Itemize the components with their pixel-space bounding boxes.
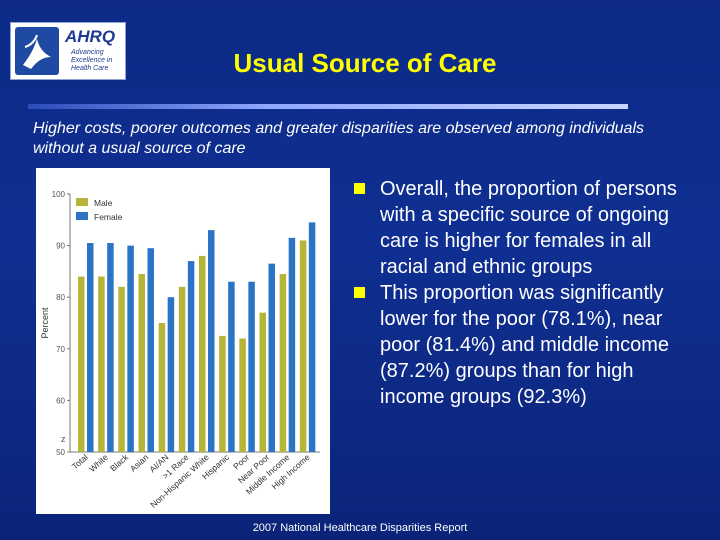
bar-male <box>138 273 145 452</box>
slide-title: Usual Source of Care <box>233 48 497 78</box>
logo-tagline: Advancing Excellence in Health Care <box>71 49 113 72</box>
legend-swatch <box>76 198 88 206</box>
bullet-text: Overall, the proportion of persons with … <box>380 178 677 278</box>
bar-female <box>167 297 175 452</box>
title-divider <box>28 104 628 109</box>
legend-label: Male <box>94 198 113 208</box>
legend-swatch <box>76 212 88 220</box>
bar-chart: 50 60 70 80 90 100 z Percent TotalWhiteBlackAsia… <box>40 190 320 510</box>
bar-female <box>107 243 114 452</box>
bar-female <box>208 230 215 452</box>
bullet-list: Overall, the proportion of persons with … <box>352 176 702 410</box>
bar-male <box>199 255 206 452</box>
bar-female <box>228 281 235 452</box>
ahrq-logo: AHRQ Advancing Excellence in Health Care <box>10 22 126 80</box>
slide-subtitle: Higher costs, poorer outcomes and greate… <box>33 120 644 157</box>
y-tick-label: 50 <box>56 448 65 457</box>
bar-male <box>98 276 105 452</box>
x-tick-label: White <box>87 452 110 474</box>
bar-female <box>187 261 195 452</box>
y-tick-label: 100 <box>52 190 66 199</box>
bar-female <box>87 243 94 452</box>
bar-female <box>268 263 275 452</box>
bar-male <box>219 335 226 452</box>
x-tick-label: Black <box>108 452 131 474</box>
axis-break-mark: z <box>61 434 66 444</box>
y-tick-label: 60 <box>56 396 65 405</box>
bar-female <box>308 222 316 452</box>
bar-female <box>248 281 255 452</box>
bar-male <box>279 273 287 452</box>
bar-male <box>259 312 266 452</box>
hhs-seal-icon <box>15 27 59 75</box>
footer-source: 2007 National Healthcare Disparities Rep… <box>252 522 468 534</box>
y-axis-label: Percent <box>40 307 50 339</box>
bar-female <box>288 237 296 452</box>
bullet-text: This proportion was significantly lower … <box>380 282 670 408</box>
bullet-item: Overall, the proportion of persons with … <box>352 176 702 280</box>
bar-male <box>299 240 307 452</box>
y-tick-label: 80 <box>56 293 65 302</box>
bar-female <box>127 245 134 452</box>
square-bullet-icon <box>354 183 365 194</box>
x-tick-label: Total <box>70 452 90 472</box>
bar-male <box>239 338 246 452</box>
bullet-item: This proportion was significantly lower … <box>352 280 702 410</box>
x-tick-label: Asian <box>128 452 151 474</box>
bar-male <box>178 286 186 452</box>
legend-label: Female <box>94 212 123 222</box>
logo-wordmark: AHRQ <box>65 27 116 46</box>
y-tick-label: 90 <box>56 242 65 251</box>
chart-panel: 50 60 70 80 90 100 z Percent Total White Black Asia… <box>36 168 330 514</box>
square-bullet-icon <box>354 287 365 298</box>
bar-male <box>118 286 125 452</box>
bar-male <box>158 323 166 452</box>
bar-female <box>147 248 154 452</box>
bar-male <box>78 276 85 452</box>
y-tick-label: 70 <box>56 345 65 354</box>
